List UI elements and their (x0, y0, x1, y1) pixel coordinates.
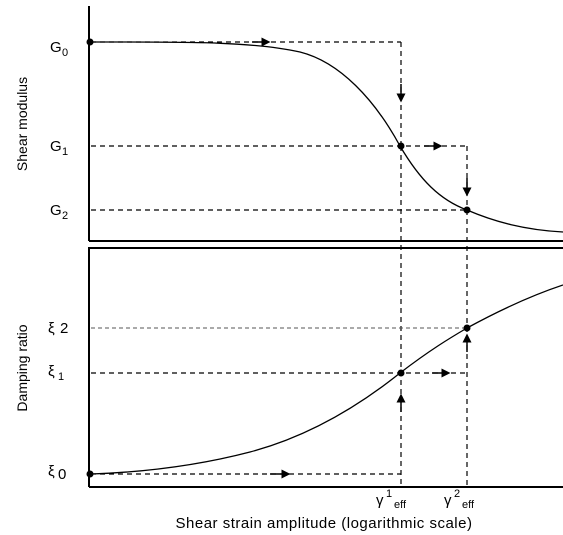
xi1-subscript: 1 (58, 371, 64, 383)
xi2-label: ξ 2 (48, 320, 68, 337)
damping-curve (90, 284, 563, 475)
bottom-y-axis-label: Damping ratio (14, 324, 30, 411)
strain-projection-lines (400, 146, 468, 487)
gamma1-subscript: eff (394, 499, 407, 511)
top-panel-axes (88, 6, 563, 242)
g1-subscript: 1 (62, 146, 68, 158)
gamma1-symbol: γ (376, 492, 384, 509)
g1-symbol: G (50, 138, 62, 155)
g0-symbol: G (50, 39, 62, 56)
xi0-symbol: ξ (48, 463, 55, 480)
gamma2-subscript: eff (462, 499, 475, 511)
g2-symbol: G (50, 202, 62, 219)
bottom-panel-axes (88, 247, 563, 488)
iteration-points (86, 38, 471, 478)
g0-label: G 0 (50, 39, 68, 59)
x-axis-label: Shear strain amplitude (logarithmic scal… (176, 515, 473, 532)
xi2-subscript: 2 (60, 320, 68, 337)
xi0-label: ξ 0 (48, 463, 66, 483)
gamma2-superscript: 2 (454, 488, 460, 500)
top-panel-dashed-paths (91, 41, 468, 211)
xi1-symbol: ξ (48, 363, 55, 380)
g1-label: G 1 (50, 138, 68, 158)
xi2-symbol: ξ (48, 320, 55, 337)
gamma2-eff-label: γ 2 eff (444, 488, 475, 511)
xi1-label: ξ 1 (48, 363, 64, 383)
gamma1-superscript: 1 (386, 488, 392, 500)
xi0-subscript: 0 (58, 466, 66, 483)
top-y-axis-label: Shear modulus (14, 77, 30, 171)
g0-subscript: 0 (62, 47, 68, 59)
gamma1-eff-label: γ 1 eff (376, 488, 407, 511)
bottom-panel-dashed-paths (91, 327, 467, 475)
gamma2-symbol: γ (444, 492, 452, 509)
g2-label: G 2 (50, 202, 68, 222)
direction-arrows (252, 37, 472, 479)
g2-subscript: 2 (62, 210, 68, 222)
modulus-reduction-curve (90, 41, 563, 233)
